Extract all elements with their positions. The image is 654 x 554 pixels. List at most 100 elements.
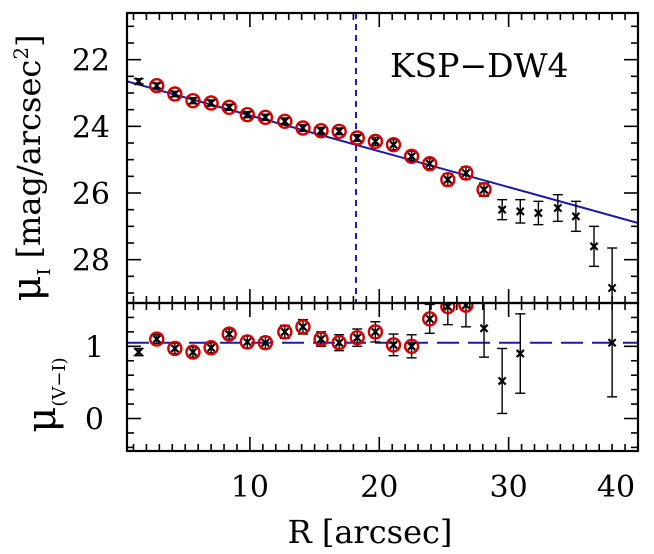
top-y-label-unit: [mag/arcsec xyxy=(10,60,48,259)
point-marker xyxy=(352,333,362,343)
selected-point-circle xyxy=(221,326,237,342)
point-marker xyxy=(188,347,198,357)
selected-point-circle xyxy=(221,99,237,116)
point-marker xyxy=(589,241,599,251)
data-point xyxy=(221,326,237,342)
data-point xyxy=(458,303,474,328)
data-point xyxy=(239,334,256,350)
data-point xyxy=(167,340,183,357)
point-marker xyxy=(316,334,326,344)
point-marker xyxy=(316,126,326,136)
data-point xyxy=(167,86,183,102)
data-point xyxy=(479,303,490,358)
data-point xyxy=(277,113,293,130)
x-tick-labels: 10 20 30 40 xyxy=(231,470,635,505)
selected-point-circle xyxy=(367,324,384,340)
top-y-label-subscript: I xyxy=(34,268,55,275)
selected-point-circle xyxy=(257,109,274,126)
data-point xyxy=(221,99,237,116)
data-point xyxy=(367,321,384,343)
top-y-axis-label: μI [mag/arcsec2] xyxy=(4,34,55,301)
y-tick-label: 1 xyxy=(85,330,104,365)
selected-point-circle xyxy=(203,340,219,356)
data-point xyxy=(403,148,420,165)
point-marker xyxy=(389,140,398,150)
bottom-y-tick-labels: 01 xyxy=(85,330,104,437)
selected-point-circle xyxy=(239,334,256,350)
data-point xyxy=(403,334,420,359)
data-point xyxy=(385,333,402,357)
data-point xyxy=(133,76,144,86)
bottom-panel-plot xyxy=(127,303,638,415)
data-point xyxy=(295,318,311,335)
point-marker xyxy=(607,338,617,348)
selected-point-circle xyxy=(313,122,329,139)
data-point xyxy=(149,77,165,94)
top-y-label-symbol: μ xyxy=(4,276,50,302)
data-point xyxy=(385,136,402,153)
y-tick-label: 28 xyxy=(72,244,110,279)
bottom-y-label-symbol: μ xyxy=(19,407,65,433)
point-marker xyxy=(479,185,489,195)
top-y-tick-labels: 22 24 26 28 xyxy=(72,44,110,279)
point-marker xyxy=(407,341,416,351)
data-point xyxy=(533,200,544,226)
y-tick-label: 22 xyxy=(72,44,110,79)
point-marker xyxy=(479,323,489,333)
point-marker xyxy=(134,76,144,86)
data-point xyxy=(422,155,438,172)
x-axis-label: R [arcsec] xyxy=(288,513,453,551)
point-marker xyxy=(534,208,543,218)
data-point xyxy=(185,92,201,109)
data-point xyxy=(349,130,365,146)
point-marker xyxy=(242,337,252,347)
data-point xyxy=(570,200,581,233)
selected-point-circle xyxy=(185,344,201,360)
bottom-panel-frame xyxy=(125,301,640,453)
data-point xyxy=(497,198,508,221)
y-tick-label: 24 xyxy=(72,110,110,145)
selected-point-circle xyxy=(403,338,420,355)
selected-point-circle xyxy=(422,155,438,172)
data-point xyxy=(607,247,618,303)
selected-point-circle xyxy=(277,324,293,340)
selected-point-circle xyxy=(313,331,329,347)
data-point xyxy=(203,340,219,356)
object-label: KSP−DW4 xyxy=(390,46,569,85)
selected-point-circle xyxy=(167,340,183,357)
data-point xyxy=(440,171,456,188)
point-marker xyxy=(261,338,270,348)
point-marker xyxy=(298,322,308,332)
point-marker xyxy=(425,314,435,324)
data-point xyxy=(313,331,329,348)
point-marker xyxy=(170,344,180,353)
point-marker xyxy=(371,327,380,337)
point-marker xyxy=(224,329,234,339)
top-panel-points xyxy=(133,76,618,303)
data-point xyxy=(185,344,201,360)
data-point xyxy=(239,106,256,123)
top-y-label-close: ] xyxy=(10,34,48,46)
point-marker xyxy=(443,303,453,311)
point-marker xyxy=(188,96,198,106)
bottom-panel-points xyxy=(133,303,618,415)
selected-point-circle xyxy=(167,86,183,102)
point-marker xyxy=(425,159,435,169)
bottom-y-label-subscript: (V−I) xyxy=(49,357,70,406)
selected-point-circle xyxy=(185,92,201,109)
selected-point-circle xyxy=(367,133,384,150)
point-marker xyxy=(497,205,507,215)
y-tick-label: 26 xyxy=(72,177,110,212)
bottom-panel-ticks xyxy=(127,303,639,451)
data-point xyxy=(458,165,474,181)
selected-point-circle xyxy=(331,123,347,140)
selected-point-circle xyxy=(239,106,256,123)
data-point xyxy=(331,123,347,140)
x-tick-label: 30 xyxy=(490,470,528,505)
data-point xyxy=(149,331,165,347)
point-marker xyxy=(553,203,563,213)
selected-point-circle xyxy=(403,148,420,165)
data-point xyxy=(422,303,438,335)
data-point xyxy=(476,181,492,198)
